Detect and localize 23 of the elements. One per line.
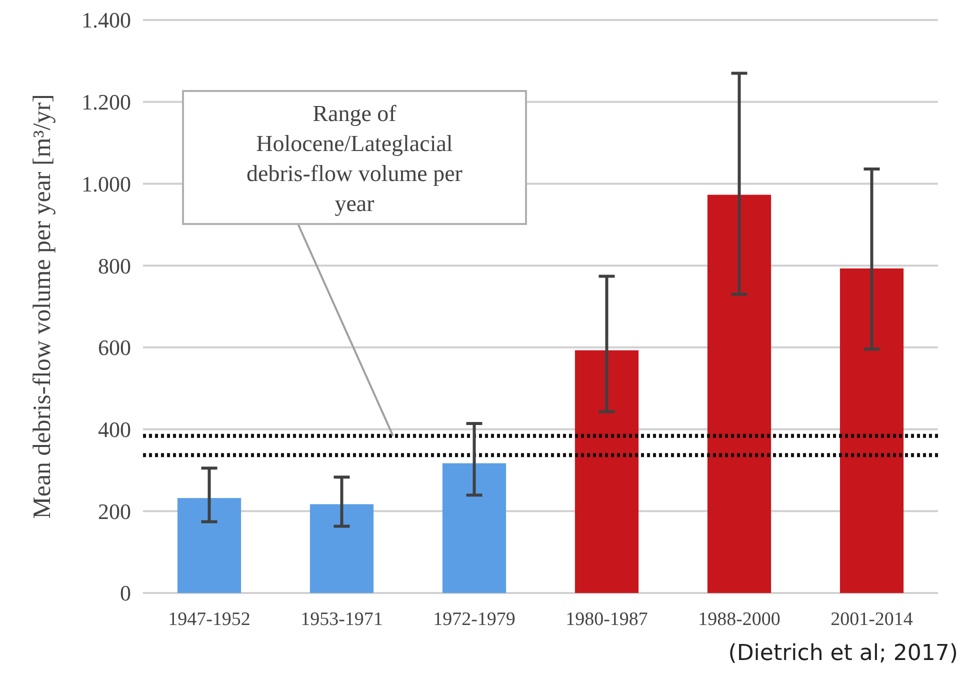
y-tick-label: 200	[98, 498, 131, 524]
y-tick-label: 1.000	[82, 171, 131, 196]
x-tick-label: 1972-1979	[433, 609, 516, 630]
bar	[177, 498, 242, 593]
y-tick-label: 800	[98, 253, 131, 278]
bar	[707, 194, 772, 593]
x-tick-label: 1953-1971	[300, 609, 383, 630]
x-tick-label: 2001-2014	[830, 609, 914, 630]
x-tick-label: 1980-1987	[566, 609, 648, 630]
x-tick-label: 1988-2000	[698, 609, 780, 630]
bar	[840, 268, 904, 593]
bar	[442, 463, 506, 593]
bar	[310, 504, 374, 593]
y-tick-label: 1.200	[82, 90, 131, 115]
bar	[574, 350, 639, 593]
text: (Dietrich et al; 2017)	[728, 641, 958, 666]
y-tick-label: 1.400	[82, 8, 131, 33]
y-axis-title: Mean debris-flow volume per year [m³/yr]	[29, 94, 56, 519]
y-tick-label: 600	[98, 335, 131, 360]
x-tick-label: 1947-1952	[168, 609, 250, 630]
y-tick-label: 400	[98, 416, 131, 442]
ref-line-label: Range of Holocene/Lateglacial debris-flow volume per year	[246, 101, 463, 216]
y-tick-label: 0	[120, 580, 131, 606]
